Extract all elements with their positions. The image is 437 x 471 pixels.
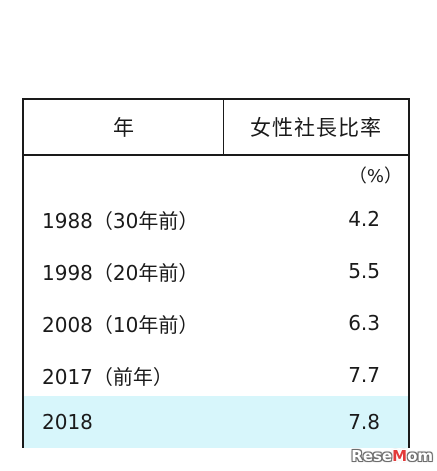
resemom-watermark-logo: ReseMom <box>351 447 433 465</box>
header-year: 年 <box>24 100 224 154</box>
watermark-prefix: Rese <box>351 447 393 465</box>
row-value: 5.5 <box>348 259 380 283</box>
table-row: 2017（前年） 7.7 <box>24 349 408 401</box>
row-year: 2017（前年） <box>42 364 173 389</box>
table-header: 年 女性社長比率 <box>24 100 408 156</box>
table-row: 1988（30年前） 4.2 <box>24 193 408 245</box>
female-president-ratio-table: 年 女性社長比率 （%） 1988（30年前） 4.2 1998（20年前） 5… <box>22 98 410 448</box>
watermark-suffix: om <box>407 447 433 465</box>
row-value: 4.2 <box>348 207 380 231</box>
row-value: 6.3 <box>348 311 380 335</box>
row-value: 7.8 <box>348 410 380 434</box>
header-ratio: 女性社長比率 <box>250 116 382 140</box>
table-row-highlighted: 2018 7.8 <box>24 396 408 448</box>
table-row: 1998（20年前） 5.5 <box>24 245 408 297</box>
row-year: 2018 <box>42 410 93 434</box>
row-value: 7.7 <box>348 363 380 387</box>
row-year: 2008（10年前） <box>42 312 199 337</box>
row-year: 1988（30年前） <box>42 208 199 233</box>
watermark-accent: M <box>392 447 408 465</box>
row-year: 1998（20年前） <box>42 260 199 285</box>
unit-label: （%） <box>348 166 402 187</box>
table-row: 2008（10年前） 6.3 <box>24 297 408 349</box>
